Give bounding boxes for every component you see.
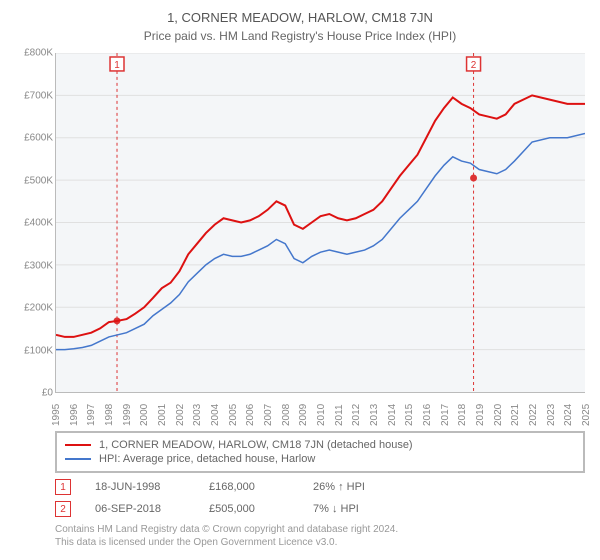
legend-label: 1, CORNER MEADOW, HARLOW, CM18 7JN (deta… (99, 439, 413, 451)
transaction-delta: 7% ↓ HPI (313, 503, 359, 515)
x-tick-label: 2015 (404, 404, 415, 426)
x-tick-label: 2006 (245, 404, 256, 426)
x-tick-label: 2001 (157, 404, 168, 426)
x-tick-label: 2005 (228, 404, 239, 426)
transaction-marker: 1 (55, 479, 71, 495)
x-tick-label: 2003 (192, 404, 203, 426)
x-tick-label: 2009 (298, 404, 309, 426)
legend-item: 1, CORNER MEADOW, HARLOW, CM18 7JN (deta… (65, 439, 575, 451)
x-tick-label: 2002 (175, 404, 186, 426)
page-subtitle: Price paid vs. HM Land Registry's House … (15, 29, 585, 43)
transactions: 1 18-JUN-1998 £168,000 26% ↑ HPI 2 06-SE… (55, 479, 585, 517)
legend-swatch (65, 444, 91, 446)
legend-item: HPI: Average price, detached house, Harl… (65, 453, 575, 465)
legend-label: HPI: Average price, detached house, Harl… (99, 453, 315, 465)
transaction-marker: 2 (55, 501, 71, 517)
x-tick-label: 2020 (493, 404, 504, 426)
transaction-row: 1 18-JUN-1998 £168,000 26% ↑ HPI (55, 479, 585, 495)
y-tick-label: £100K (24, 345, 53, 356)
plot-area: 12 (55, 53, 585, 393)
y-tick-label: £800K (24, 48, 53, 59)
x-tick-label: 2011 (334, 404, 345, 426)
x-tick-label: 2007 (263, 404, 274, 426)
legend: 1, CORNER MEADOW, HARLOW, CM18 7JN (deta… (55, 431, 585, 473)
chart-svg: 12 (56, 53, 585, 392)
attribution-line: This data is licensed under the Open Gov… (55, 536, 585, 549)
x-tick-label: 2008 (281, 404, 292, 426)
y-axis: £0£100K£200K£300K£400K£500K£600K£700K£80… (15, 53, 55, 393)
attribution-line: Contains HM Land Registry data © Crown c… (55, 523, 585, 536)
y-tick-label: £500K (24, 175, 53, 186)
x-tick-label: 2014 (387, 404, 398, 426)
legend-swatch (65, 458, 91, 460)
x-tick-label: 2010 (316, 404, 327, 426)
transaction-date: 18-JUN-1998 (95, 481, 185, 493)
x-tick-label: 1995 (51, 404, 62, 426)
x-tick-label: 2013 (369, 404, 380, 426)
transaction-price: £505,000 (209, 503, 289, 515)
x-tick-label: 2022 (528, 404, 539, 426)
x-tick-label: 2024 (563, 404, 574, 426)
y-tick-label: £300K (24, 260, 53, 271)
y-tick-label: £700K (24, 90, 53, 101)
x-tick-label: 2018 (457, 404, 468, 426)
x-tick-label: 1996 (69, 404, 80, 426)
x-tick-label: 1999 (122, 404, 133, 426)
x-tick-label: 2025 (581, 404, 592, 426)
x-tick-label: 2017 (440, 404, 451, 426)
x-tick-label: 2000 (139, 404, 150, 426)
chart: £0£100K£200K£300K£400K£500K£600K£700K£80… (15, 53, 585, 423)
x-tick-label: 2019 (475, 404, 486, 426)
y-tick-label: £400K (24, 218, 53, 229)
x-tick-label: 2004 (210, 404, 221, 426)
transaction-delta: 26% ↑ HPI (313, 481, 365, 493)
x-tick-label: 2023 (546, 404, 557, 426)
x-tick-label: 1997 (86, 404, 97, 426)
svg-text:1: 1 (114, 60, 120, 71)
attribution: Contains HM Land Registry data © Crown c… (55, 523, 585, 549)
x-axis: 1995199619971998199920002001200220032004… (55, 393, 585, 423)
x-tick-label: 2021 (510, 404, 521, 426)
transaction-date: 06-SEP-2018 (95, 503, 185, 515)
y-tick-label: £0 (42, 388, 53, 399)
y-tick-label: £200K (24, 303, 53, 314)
page-title: 1, CORNER MEADOW, HARLOW, CM18 7JN (15, 10, 585, 25)
y-tick-label: £600K (24, 133, 53, 144)
x-tick-label: 1998 (104, 404, 115, 426)
x-tick-label: 2016 (422, 404, 433, 426)
transaction-price: £168,000 (209, 481, 289, 493)
x-tick-label: 2012 (351, 404, 362, 426)
svg-text:2: 2 (471, 60, 477, 71)
transaction-row: 2 06-SEP-2018 £505,000 7% ↓ HPI (55, 501, 585, 517)
